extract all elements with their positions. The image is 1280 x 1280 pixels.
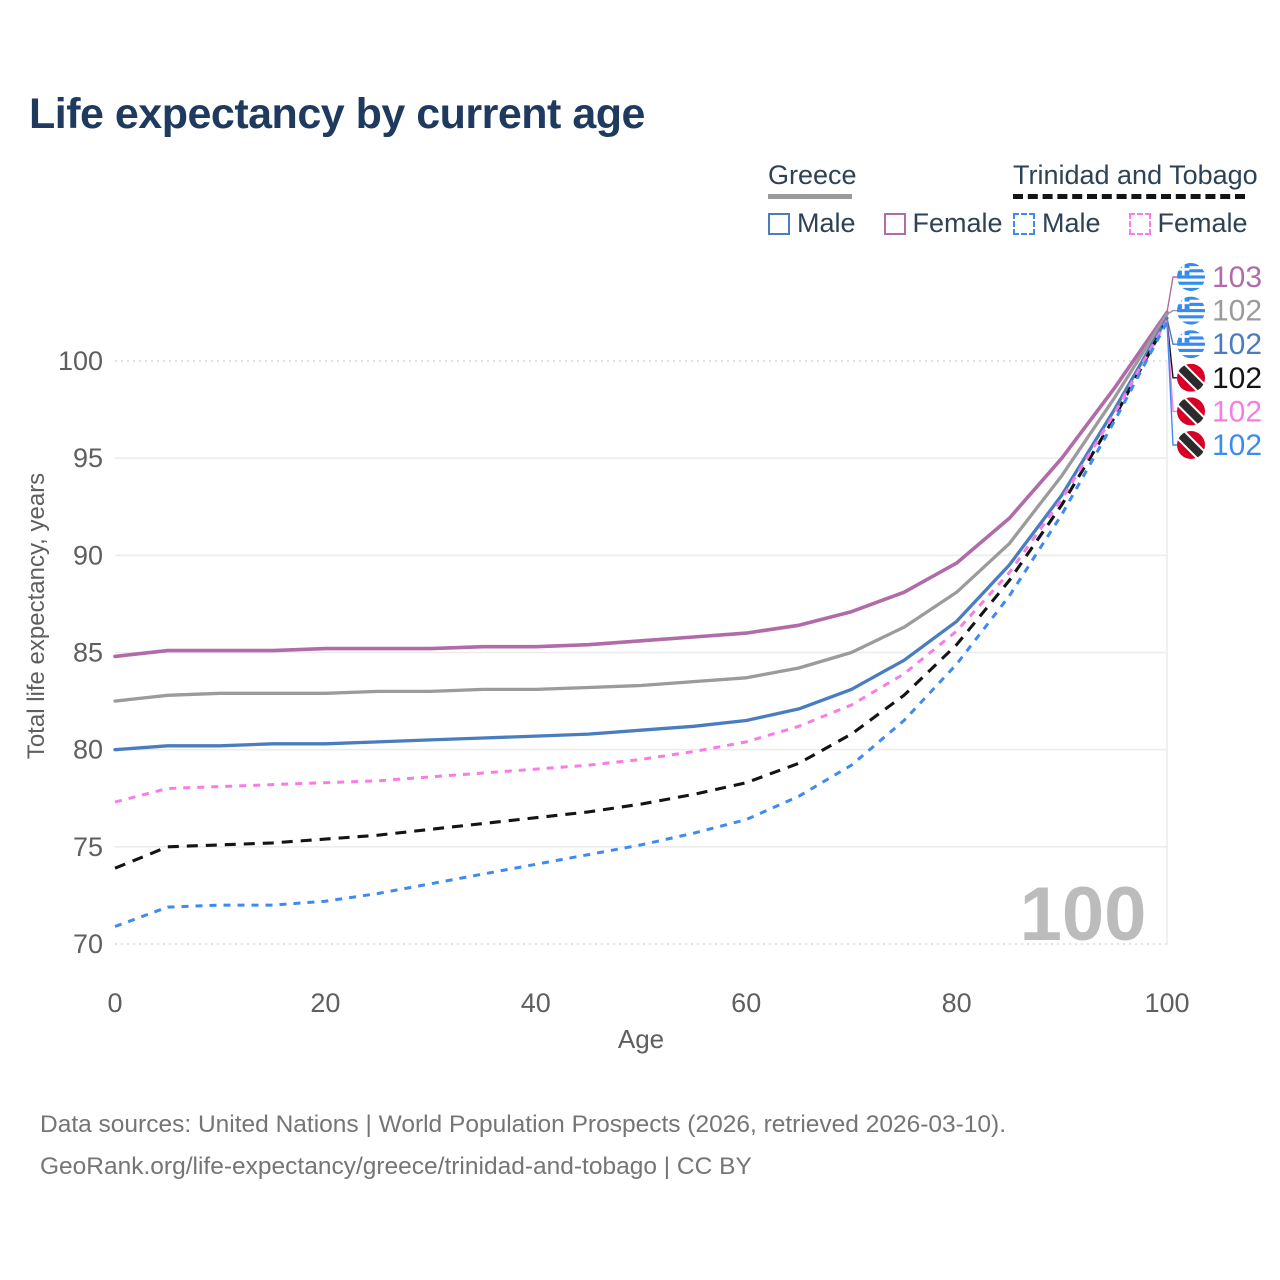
legend-item-greece-male[interactable]: Male — [768, 208, 856, 239]
series-line-trinidad-and-tobago-female[interactable] — [114, 319, 1169, 804]
legend-item-greece-female[interactable]: Female — [883, 208, 1003, 239]
series-line-greece-female[interactable] — [113, 310, 1169, 659]
y-tick-label-85: 85 — [73, 638, 103, 668]
legend: Greece Male Female Trinidad and Tobago M… — [0, 160, 1280, 250]
end-value-label-trinidad-and-tobago-male: 102 — [1212, 429, 1262, 462]
legend-item-trinidad-and-tobago-female[interactable]: Female — [1128, 208, 1248, 239]
legend-swatch-trinidad-and-tobago-female-icon — [1128, 212, 1151, 235]
y-tick-label-100: 100 — [58, 346, 103, 376]
legend-group-trinidad-and-tobago: Trinidad and Tobago Male Female — [1013, 160, 1258, 239]
x-tick-label-40: 40 — [521, 988, 551, 1018]
footer-attribution: GeoRank.org/life-expectancy/greece/trini… — [40, 1153, 752, 1180]
end-label-connector-trinidad-and-tobago-total — [1166, 320, 1177, 379]
legend-label-trinidad-and-tobago-male: Male — [1042, 208, 1101, 238]
legend-item-trinidad-and-tobago-male[interactable]: Male — [1013, 208, 1101, 239]
end-value-label-greece-female: 103 — [1212, 261, 1262, 294]
line-chart: 70 75 80 85 90 95 100 0 20 40 60 80 100 Age Total life… — [23, 261, 1262, 1054]
x-tick-label-20: 20 — [310, 988, 340, 1018]
end-label-connector-greece-female — [1166, 276, 1177, 313]
x-tick-label-0: 0 — [107, 988, 122, 1018]
x-axis-title: Age — [618, 1024, 664, 1054]
y-tick-label-80: 80 — [73, 735, 103, 765]
end-value-label-greece-total: 102 — [1212, 295, 1262, 328]
end-value-label-greece-male: 102 — [1212, 328, 1262, 361]
y-tick-label-70: 70 — [73, 929, 103, 959]
end-label-connector-trinidad-and-tobago-male — [1166, 322, 1177, 446]
end-value-label-trinidad-and-tobago-total: 102 — [1212, 362, 1262, 395]
flag-icon-greece — [1177, 330, 1205, 359]
age-counter-watermark: 100 — [1020, 872, 1147, 957]
legend-header-trinidad-and-tobago: Trinidad and Tobago — [1013, 160, 1258, 190]
legend-swatch-trinidad-and-tobago-male-icon — [1013, 212, 1035, 235]
series-line-trinidad-and-tobago-male[interactable] — [114, 321, 1169, 928]
legend-label-greece-male: Male — [797, 208, 856, 238]
end-label-connector-greece-male — [1166, 318, 1177, 345]
footer-data-sources: Data sources: United Nations | World Pop… — [40, 1111, 1007, 1138]
footer: Data sources: United Nations | World Pop… — [40, 1104, 1240, 1188]
legend-swatch-greece-female-icon — [883, 212, 906, 235]
flag-icon-trinidad-and-tobago — [1177, 363, 1205, 392]
series-line-greece-total[interactable] — [113, 312, 1169, 703]
legend-underline-trinidad-and-tobago — [1013, 194, 1245, 199]
legend-header-greece: Greece — [768, 160, 857, 190]
flag-icon-trinidad-and-tobago — [1177, 397, 1205, 426]
end-value-label-trinidad-and-tobago-female: 102 — [1212, 395, 1262, 428]
flag-icon-trinidad-and-tobago — [1177, 431, 1205, 459]
series-line-trinidad-and-tobago-total[interactable] — [114, 319, 1169, 870]
flag-icon-greece — [1177, 296, 1205, 325]
flag-icon-greece — [1177, 263, 1205, 291]
y-axis-title: Total life expectancy, years — [23, 473, 50, 759]
x-tick-label-100: 100 — [1144, 988, 1189, 1018]
x-tick-label-60: 60 — [731, 988, 761, 1018]
x-tick-label-80: 80 — [942, 988, 972, 1018]
y-tick-label-95: 95 — [73, 443, 103, 473]
chart-title: Life expectancy by current age — [29, 90, 645, 138]
y-tick-label-75: 75 — [73, 832, 103, 862]
y-tick-label-90: 90 — [73, 540, 103, 570]
legend-group-greece: Greece Male Female — [768, 160, 1003, 239]
legend-label-trinidad-and-tobago-female: Female — [1157, 208, 1248, 238]
legend-swatch-greece-male-icon — [768, 212, 790, 235]
legend-underline-greece — [768, 194, 852, 199]
legend-label-greece-female: Female — [912, 208, 1003, 238]
series-line-greece-male[interactable] — [113, 316, 1169, 752]
end-label-connector-greece-total — [1166, 309, 1177, 315]
